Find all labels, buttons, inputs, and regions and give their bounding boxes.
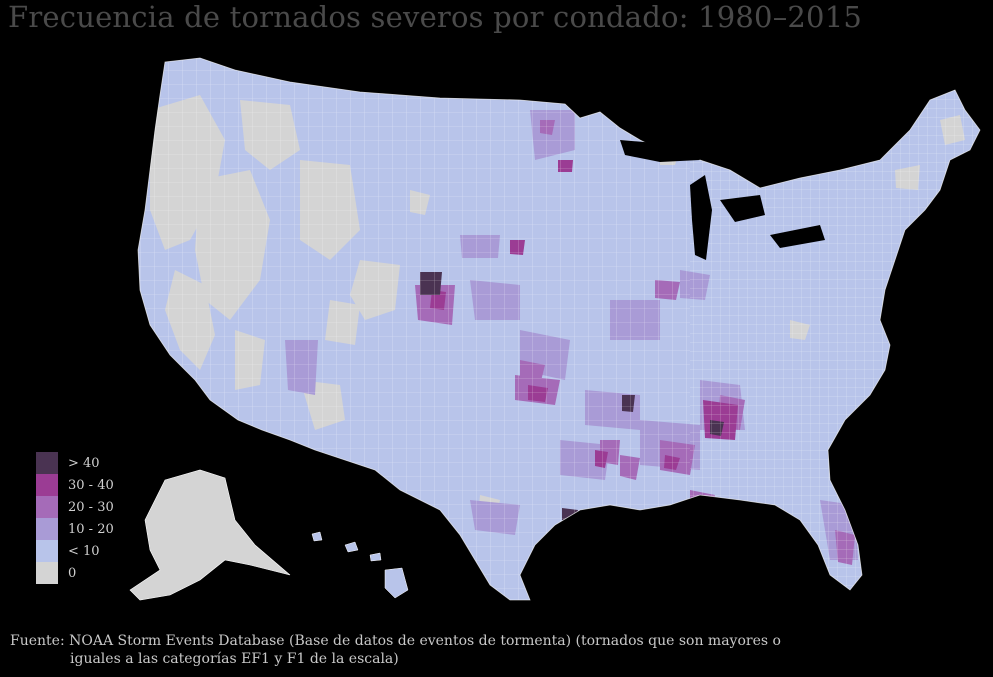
legend-item-20-30: 20 - 30 [36, 496, 114, 518]
legend-label: 0 [68, 565, 77, 581]
legend-label: 20 - 30 [68, 499, 114, 515]
legend-label: < 10 [68, 543, 100, 559]
source-line-2: iguales a las categorías EF1 y F1 de la … [70, 651, 399, 667]
legend-item-gt40: > 40 [36, 452, 114, 474]
us-outline [137, 57, 981, 601]
legend-item-10-20: 10 - 20 [36, 518, 114, 540]
legend-item-lt10: < 10 [36, 540, 114, 562]
legend-swatch [36, 540, 58, 562]
legend-item-30-40: 30 - 40 [36, 474, 114, 496]
legend-swatch [36, 496, 58, 518]
map-title: Frecuencia de tornados severos por conda… [8, 0, 863, 34]
legend-swatch [36, 518, 58, 540]
legend-item-zero: 0 [36, 562, 114, 584]
legend-swatch [36, 452, 58, 474]
legend-label: 10 - 20 [68, 521, 114, 537]
map-legend: > 40 30 - 40 20 - 30 10 - 20 < 10 0 [36, 452, 114, 584]
legend-swatch [36, 562, 58, 584]
legend-label: > 40 [68, 455, 100, 471]
source-note: Fuente: NOAA Storm Events Database (Base… [10, 632, 781, 668]
legend-swatch [36, 474, 58, 496]
alaska-state [129, 469, 291, 601]
hawaii-state [311, 531, 409, 599]
legend-label: 30 - 40 [68, 477, 114, 493]
source-line-1: Fuente: NOAA Storm Events Database (Base… [10, 633, 781, 649]
great-lakes [620, 140, 825, 260]
county-fill-layer [138, 58, 980, 600]
